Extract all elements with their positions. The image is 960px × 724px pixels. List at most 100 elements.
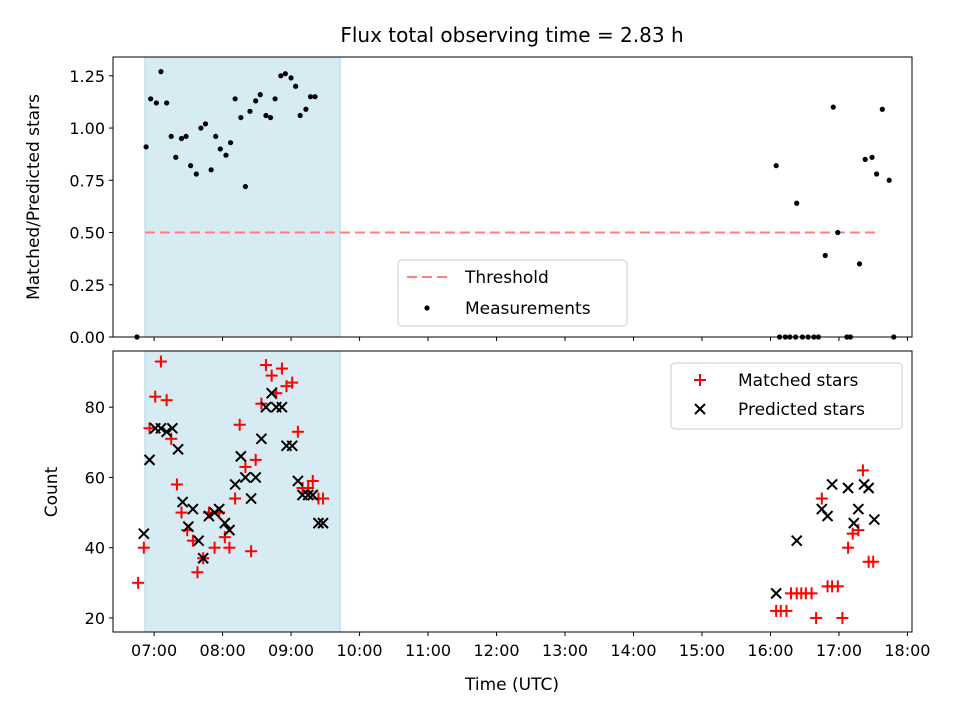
matched-point — [191, 566, 204, 579]
legend-matched-swatch — [694, 374, 706, 386]
x-tick-label: 12:00 — [473, 641, 519, 660]
top-plot-area: 0.00 0.25 0.50 0.75 1.00 1.25 — [69, 56, 913, 347]
predicted-point — [143, 454, 156, 466]
predicted-point — [172, 443, 184, 456]
predicted-point — [213, 503, 225, 515]
top-legend: Threshold Measurements — [397, 259, 628, 327]
matched-point — [856, 464, 869, 477]
measurement-point — [253, 98, 259, 104]
matched-point — [233, 418, 246, 431]
predicted-point — [187, 503, 199, 515]
predicted-point — [223, 524, 236, 536]
y-tick-label: 0.75 — [69, 171, 105, 190]
predicted-point — [307, 489, 319, 501]
chart-title: Flux total observing time = 2.83 h — [340, 23, 683, 47]
matched-point — [165, 432, 178, 445]
measurement-point — [282, 71, 288, 77]
measurement-point — [148, 96, 154, 102]
matched-point — [831, 580, 844, 593]
predicted-point — [260, 401, 272, 413]
x-tick-label: 11:00 — [405, 641, 451, 660]
bottom-panel: 07:00 08:00 09:00 10:00 11:00 12:00 13:00 14:00… — [42, 350, 930, 695]
measurement-point — [303, 106, 309, 112]
predicted-point — [265, 387, 278, 399]
matched-point — [842, 541, 855, 554]
matched-point — [286, 376, 299, 389]
predicted-point — [235, 450, 247, 463]
matched-point — [229, 492, 242, 505]
predicted-point — [821, 510, 834, 522]
x-tick-label: 10:00 — [336, 641, 382, 660]
measurement-point — [862, 156, 868, 162]
measurement-point — [202, 121, 209, 127]
measurement-point — [223, 152, 229, 158]
highlight-span — [144, 56, 341, 338]
matched-point — [239, 460, 252, 473]
matched-point — [259, 359, 272, 372]
measurement-point — [217, 146, 223, 152]
y-tick-label: 1.25 — [69, 67, 105, 86]
matched-point — [867, 555, 880, 568]
measurement-point — [193, 171, 199, 177]
measurement-point — [822, 252, 828, 259]
predicted-point — [245, 492, 257, 505]
matched-point — [175, 506, 188, 519]
matched-point — [186, 534, 199, 547]
top-panel: 0.00 0.25 0.50 0.75 1.00 1.25 Matched/Predict… — [24, 56, 913, 347]
matched-point — [306, 474, 319, 487]
y-tick-label: 60 — [85, 468, 105, 487]
measurement-point — [158, 69, 164, 75]
measurement-point — [208, 167, 214, 173]
measurement-point — [794, 200, 800, 206]
matched-point — [149, 390, 162, 403]
x-tick-label: 18:00 — [884, 641, 930, 660]
matched-point — [249, 453, 262, 466]
matched-point — [265, 369, 278, 382]
predicted-point — [292, 475, 304, 487]
y-tick-label: 40 — [85, 539, 105, 558]
measurement-point — [153, 100, 159, 106]
predicted-point — [176, 496, 189, 508]
matched-point — [223, 541, 236, 554]
y-tick-label: 0.25 — [69, 276, 105, 295]
predicted-point — [826, 478, 838, 491]
measurement-point — [173, 154, 179, 160]
x-tick-label: 15:00 — [679, 641, 725, 660]
predicted-point — [160, 426, 173, 438]
predicted-point — [852, 503, 865, 515]
measurement-point — [263, 112, 269, 119]
measurement-point — [188, 163, 194, 169]
predicted-point — [249, 471, 262, 484]
measurement-point — [869, 154, 875, 160]
measurement-point — [198, 125, 204, 131]
measurement-point — [213, 133, 219, 140]
predicted-point — [138, 527, 150, 540]
legend-predicted-swatch — [694, 403, 706, 415]
predicted-point — [286, 440, 298, 452]
matched-point — [218, 531, 231, 544]
matched-point — [805, 587, 818, 600]
x-tick-label: 14:00 — [610, 641, 656, 660]
measurement-point — [879, 106, 885, 112]
matched-point — [170, 478, 183, 491]
matched-point — [143, 422, 156, 435]
measurement-point — [307, 94, 314, 100]
matched-point — [302, 481, 315, 494]
predicted-point — [255, 433, 268, 445]
predicted-point — [155, 422, 167, 434]
predicted-point — [848, 517, 860, 529]
measurement-point — [178, 135, 185, 142]
measurement-point — [288, 75, 294, 81]
matched-point — [245, 545, 258, 558]
x-tick-label: 17:00 — [816, 641, 862, 660]
matched-point — [852, 524, 865, 537]
measurement-point — [886, 177, 892, 183]
measurement-point — [856, 261, 863, 267]
predicted-point — [203, 510, 215, 522]
predicted-point — [312, 517, 325, 529]
measurement-point — [293, 83, 299, 89]
y-tick-label: 20 — [85, 609, 105, 628]
measurement-point — [773, 163, 779, 169]
matched-point — [154, 355, 167, 368]
